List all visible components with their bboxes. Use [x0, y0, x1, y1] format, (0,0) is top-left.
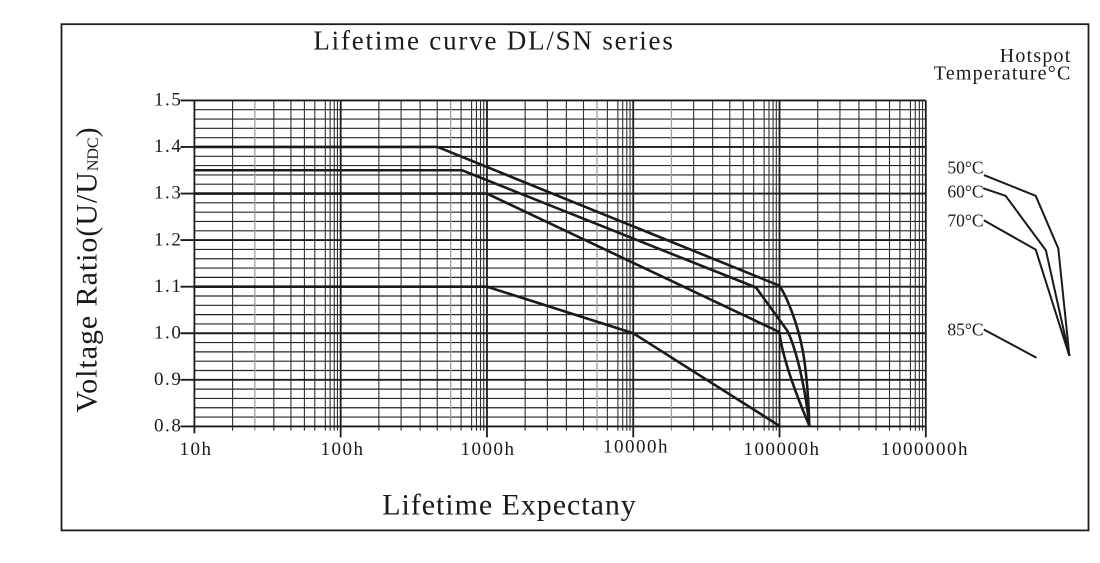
svg-text:100h: 100h: [321, 439, 365, 460]
svg-text:85°C: 85°C: [947, 320, 983, 340]
svg-text:1.5: 1.5: [154, 90, 183, 111]
svg-text:100000h: 100000h: [744, 439, 821, 460]
svg-text:50°C: 50°C: [947, 158, 983, 178]
svg-text:0.9: 0.9: [154, 369, 183, 390]
svg-text:10h: 10h: [180, 439, 213, 460]
svg-text:1000000h: 1000000h: [881, 439, 969, 460]
svg-text:1.3: 1.3: [154, 183, 183, 204]
svg-text:1.1: 1.1: [154, 276, 183, 297]
svg-text:1000h: 1000h: [461, 439, 516, 460]
svg-text:1.4: 1.4: [154, 136, 183, 157]
svg-text:Lifetime Expectany: Lifetime Expectany: [382, 489, 637, 522]
svg-text:10000h: 10000h: [603, 437, 669, 458]
svg-text:Temperature°C: Temperature°C: [934, 63, 1072, 85]
svg-text:1.0: 1.0: [154, 322, 183, 343]
svg-text:Voltage Ratio(U/UNDC): Voltage Ratio(U/UNDC): [71, 126, 104, 412]
svg-text:1.2: 1.2: [154, 229, 183, 250]
svg-text:70°C: 70°C: [947, 211, 983, 231]
svg-text:0.8: 0.8: [154, 416, 183, 437]
svg-text:60°C: 60°C: [947, 182, 983, 202]
svg-text:Hotspot: Hotspot: [1000, 45, 1072, 67]
svg-text:Lifetime curve DL/SN series: Lifetime curve DL/SN series: [313, 26, 674, 56]
